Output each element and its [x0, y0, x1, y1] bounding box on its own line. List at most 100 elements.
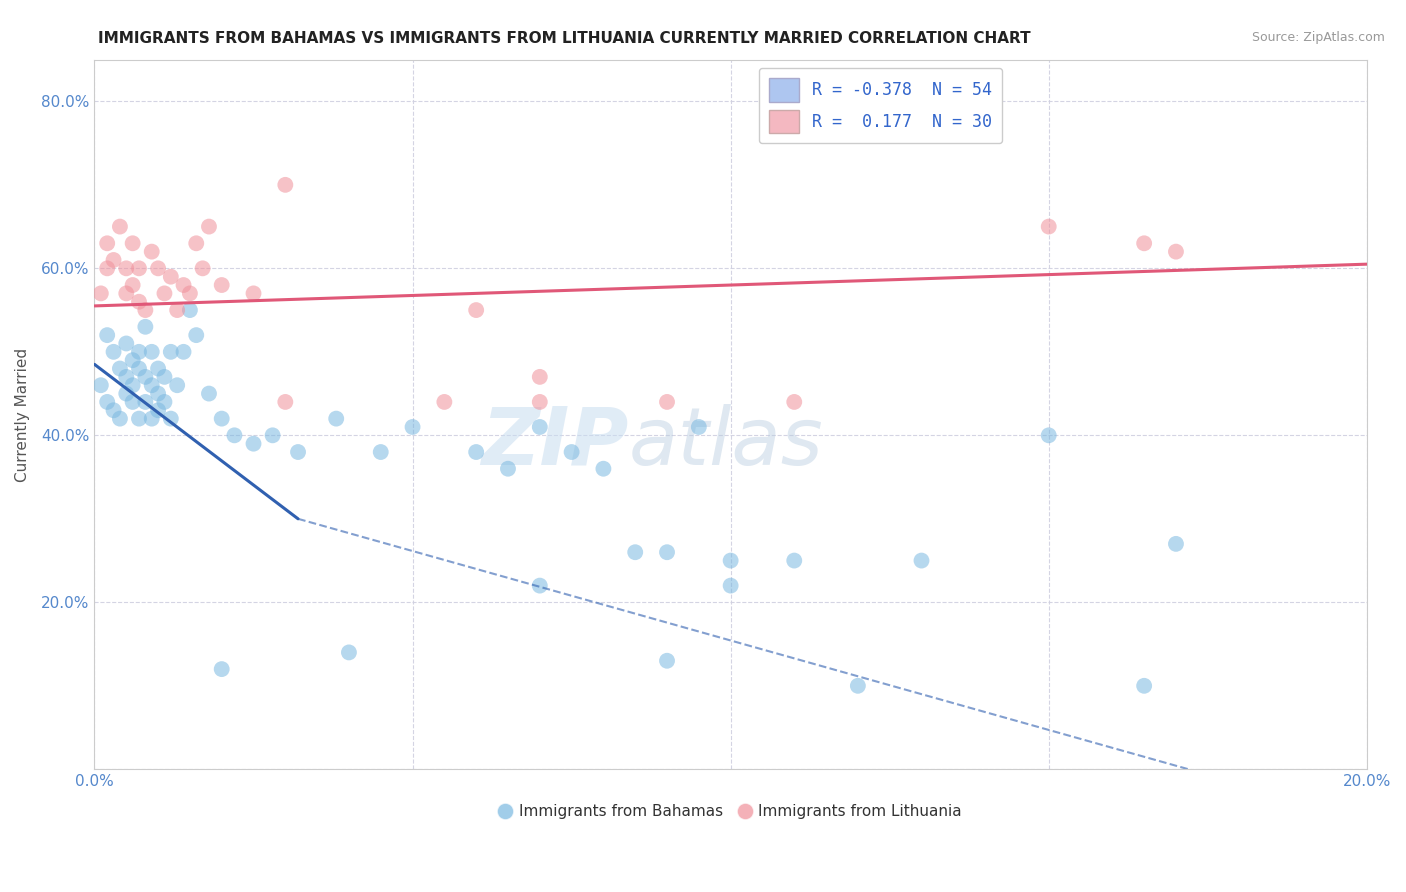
Point	[720, 579, 742, 593]
Point	[688, 420, 710, 434]
Point	[121, 278, 143, 293]
Point	[242, 436, 264, 450]
Point	[465, 303, 488, 318]
Point	[274, 395, 297, 409]
Point	[96, 261, 118, 276]
Point	[128, 344, 150, 359]
Point	[179, 303, 201, 318]
Point	[783, 553, 806, 567]
Point	[720, 553, 742, 567]
Point	[262, 428, 284, 442]
Point	[128, 411, 150, 425]
Point	[179, 286, 201, 301]
Point	[134, 319, 156, 334]
Point	[103, 344, 125, 359]
Point	[529, 395, 551, 409]
Point	[910, 553, 932, 567]
Point	[121, 353, 143, 368]
Point	[146, 261, 169, 276]
Point	[191, 261, 214, 276]
Point	[529, 370, 551, 384]
Point	[592, 461, 614, 475]
Point	[141, 378, 163, 392]
Text: atlas: atlas	[628, 404, 824, 482]
Point	[153, 370, 176, 384]
Point	[186, 236, 208, 251]
Point	[846, 679, 869, 693]
Point	[96, 395, 118, 409]
Point	[529, 420, 551, 434]
Point	[141, 344, 163, 359]
Point	[134, 370, 156, 384]
Point	[496, 461, 519, 475]
Point	[325, 411, 347, 425]
Point	[1164, 244, 1187, 259]
Point	[287, 445, 309, 459]
Point	[141, 244, 163, 259]
Point	[211, 662, 233, 676]
Point	[128, 261, 150, 276]
Point	[146, 361, 169, 376]
Text: Source: ZipAtlas.com: Source: ZipAtlas.com	[1251, 31, 1385, 45]
Point	[134, 303, 156, 318]
Point	[166, 378, 188, 392]
Point	[624, 545, 647, 559]
Point	[370, 445, 392, 459]
Point	[146, 386, 169, 401]
Y-axis label: Currently Married: Currently Married	[15, 347, 30, 482]
Point	[96, 328, 118, 343]
Point	[121, 378, 143, 392]
Point	[655, 654, 678, 668]
Point	[561, 445, 583, 459]
Point	[211, 278, 233, 293]
Text: IMMIGRANTS FROM BAHAMAS VS IMMIGRANTS FROM LITHUANIA CURRENTLY MARRIED CORRELATI: IMMIGRANTS FROM BAHAMAS VS IMMIGRANTS FR…	[98, 31, 1031, 46]
Point	[103, 403, 125, 417]
Point	[121, 236, 143, 251]
Point	[173, 344, 195, 359]
Point	[337, 645, 360, 659]
Point	[115, 336, 138, 351]
Point	[166, 303, 188, 318]
Text: ZIP: ZIP	[481, 404, 628, 482]
Point	[1038, 219, 1060, 234]
Point	[90, 378, 112, 392]
Point	[103, 252, 125, 267]
Point	[529, 579, 551, 593]
Point	[115, 386, 138, 401]
Point	[186, 328, 208, 343]
Point	[96, 236, 118, 251]
Point	[128, 294, 150, 309]
Point	[108, 361, 131, 376]
Point	[141, 411, 163, 425]
Point	[211, 411, 233, 425]
Point	[108, 411, 131, 425]
Point	[1133, 679, 1156, 693]
Point	[655, 395, 678, 409]
Point	[121, 395, 143, 409]
Point	[465, 445, 488, 459]
Point	[159, 411, 181, 425]
Point	[655, 545, 678, 559]
Point	[1133, 236, 1156, 251]
Point	[274, 178, 297, 192]
Point	[198, 386, 221, 401]
Point	[173, 278, 195, 293]
Legend: Immigrants from Bahamas, Immigrants from Lithuania: Immigrants from Bahamas, Immigrants from…	[494, 798, 969, 825]
Point	[242, 286, 264, 301]
Point	[783, 395, 806, 409]
Point	[1038, 428, 1060, 442]
Point	[224, 428, 246, 442]
Point	[108, 219, 131, 234]
Point	[90, 286, 112, 301]
Point	[134, 395, 156, 409]
Point	[159, 344, 181, 359]
Point	[401, 420, 423, 434]
Point	[146, 403, 169, 417]
Point	[433, 395, 456, 409]
Point	[115, 261, 138, 276]
Point	[159, 269, 181, 284]
Point	[1164, 537, 1187, 551]
Point	[115, 286, 138, 301]
Point	[115, 370, 138, 384]
Point	[198, 219, 221, 234]
